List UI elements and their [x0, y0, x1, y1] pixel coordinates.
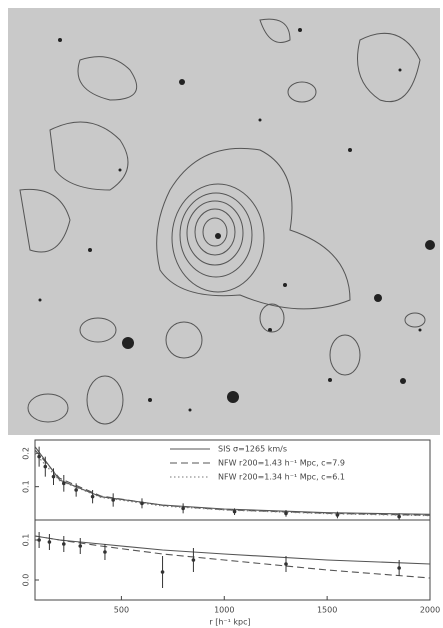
y-tick-label: 0.1: [22, 480, 31, 493]
model-curve: [35, 536, 430, 578]
data-point: [397, 515, 401, 519]
data-point: [161, 570, 165, 574]
data-point: [336, 513, 340, 517]
x-tick-label: 1500: [317, 606, 337, 615]
model-curve: [35, 536, 430, 564]
data-point: [111, 498, 115, 502]
data-point: [233, 510, 237, 514]
x-tick-label: 500: [114, 606, 129, 615]
y-tick-label: 0.0: [22, 574, 31, 587]
data-point: [78, 544, 82, 548]
legend-label: NFW r200=1.43 h⁻¹ Mpc, c=7.9: [218, 459, 345, 468]
y-tick-label: 0.1: [22, 534, 31, 547]
data-point: [74, 488, 78, 492]
data-point: [62, 542, 66, 546]
x-tick-label: 2000: [420, 606, 440, 615]
data-point: [397, 566, 401, 570]
data-point: [181, 507, 185, 511]
data-point: [48, 540, 52, 544]
data-point: [140, 502, 144, 506]
x-tick-label: 1000: [214, 606, 234, 615]
data-point: [284, 562, 288, 566]
data-point: [103, 550, 107, 554]
x-axis-label: r [h⁻¹ kpc]: [209, 618, 250, 627]
data-point: [284, 512, 288, 516]
data-point: [52, 475, 56, 479]
sky-image: [8, 8, 440, 435]
data-point: [37, 455, 41, 459]
data-point: [91, 495, 95, 499]
legend-label: SIS σ=1265 km/s: [218, 445, 287, 454]
y-tick-label: 0.2: [22, 447, 31, 460]
data-point: [37, 538, 41, 542]
data-point: [192, 558, 196, 562]
data-point: [43, 465, 47, 469]
data-point: [62, 482, 66, 486]
panel-frame: [35, 520, 430, 600]
figure: 0.1 0.2 SIS σ=1265 km/s NFW r200=1.43 h⁻¹ M…: [0, 0, 443, 628]
image-background: [8, 8, 440, 435]
legend-label: NFW r200=1.34 h⁻¹ Mpc, c=6.1: [218, 473, 345, 482]
